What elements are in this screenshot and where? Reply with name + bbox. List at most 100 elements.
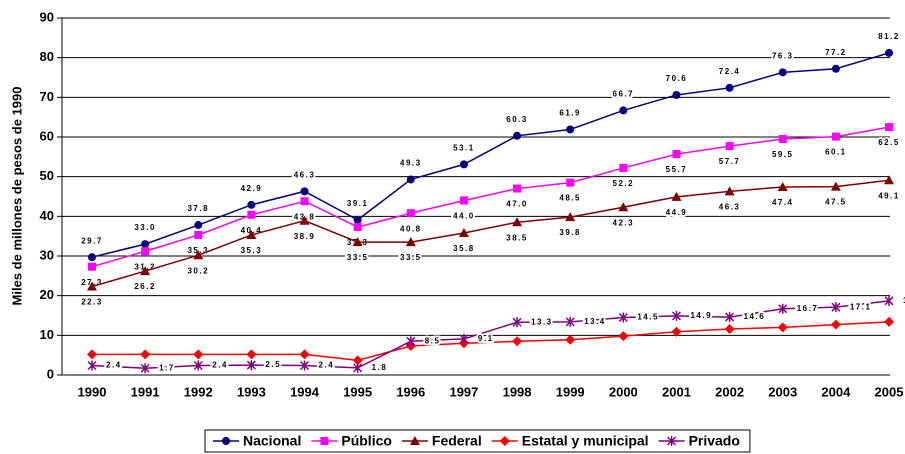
marker [725, 312, 735, 323]
marker [830, 181, 841, 191]
y-axis-label: Miles de millones de pesos de 1990 [9, 87, 24, 306]
marker [246, 229, 257, 239]
marker [87, 281, 97, 291]
marker [725, 83, 734, 92]
x-tick-label: 1993 [237, 384, 266, 399]
marker [300, 360, 310, 371]
data-label: 37.8 [187, 204, 209, 213]
marker [619, 106, 628, 115]
data-label: 70.6 [666, 74, 688, 83]
data-label: 33.5 [400, 253, 422, 262]
marker [140, 266, 151, 276]
marker [884, 316, 894, 327]
data-label: 46.3 [719, 202, 741, 211]
marker [724, 323, 735, 334]
x-tick-label: 1998 [503, 384, 532, 399]
y-tick-label: 70 [40, 89, 54, 104]
data-label: 47.4 [772, 198, 794, 207]
data-label: 49.3 [400, 159, 422, 168]
data-label: 53.1 [453, 143, 475, 152]
marker [884, 175, 894, 185]
marker [409, 436, 420, 445]
x-tick-label: 1999 [556, 384, 585, 399]
data-label: 76.3 [772, 51, 794, 60]
marker [193, 349, 204, 360]
y-tick-label: 30 [40, 247, 54, 262]
legend-label: Nacional [243, 433, 301, 449]
data-label: 33.0 [134, 223, 156, 232]
x-tick-label: 2000 [609, 384, 638, 399]
marker [885, 123, 893, 132]
marker [320, 437, 329, 445]
marker [778, 134, 787, 143]
y-tick-label: 80 [40, 49, 54, 64]
marker [193, 360, 203, 371]
marker [667, 436, 677, 446]
marker [193, 250, 204, 260]
data-label: 14.5 [637, 313, 659, 322]
data-label: 42.9 [241, 184, 263, 193]
x-tick-label: 2001 [662, 384, 691, 399]
data-label: 18.7 [903, 296, 905, 305]
data-label: 13.3 [531, 317, 553, 326]
legend: Nacional Público Federal Estatal y municipa… [204, 429, 751, 453]
data-label: 66.7 [613, 90, 635, 99]
data-label: 47.0 [506, 200, 528, 209]
data-label: 14.9 [690, 311, 712, 320]
data-label: 1.8 [372, 363, 388, 372]
x-tick-label: 1991 [131, 384, 160, 399]
x-tick-label: 2005 [875, 384, 904, 399]
data-label: 13.4 [584, 317, 606, 326]
data-label: 33.5 [347, 253, 369, 262]
data-label: 35.8 [453, 244, 475, 253]
legend-label: Estatal y municipal [522, 433, 649, 449]
series-line [91, 179, 890, 288]
marker [499, 436, 510, 446]
marker [513, 184, 522, 193]
marker [830, 319, 841, 330]
data-label: 77.2 [825, 48, 847, 57]
marker [885, 48, 893, 57]
marker [459, 160, 468, 169]
data-label: 57.7 [719, 157, 741, 166]
series-line [92, 321, 890, 362]
data-label: 40.8 [400, 224, 422, 233]
legend-label: Privado [689, 433, 740, 449]
marker [672, 150, 681, 159]
data-label: 30.2 [187, 266, 209, 275]
data-label: 22.3 [81, 298, 103, 307]
data-label: 16.7 [797, 304, 819, 313]
marker [406, 209, 415, 218]
marker [777, 181, 788, 191]
data-label: 35.3 [241, 246, 263, 255]
x-tick-label: 1995 [343, 384, 372, 399]
marker [246, 349, 257, 360]
data-label: 60.1 [825, 148, 847, 157]
marker [884, 295, 894, 306]
marker [513, 131, 522, 140]
marker [724, 186, 735, 196]
marker [352, 237, 363, 247]
data-label: 2.4 [106, 361, 122, 370]
data-label: 44.9 [666, 208, 688, 217]
marker [512, 317, 522, 328]
data-label: 46.3 [294, 170, 316, 179]
data-label: 38.5 [506, 233, 528, 242]
marker [512, 336, 523, 347]
marker [353, 223, 362, 232]
marker [671, 326, 682, 337]
data-label: 1.7 [159, 363, 175, 372]
marker [140, 363, 150, 374]
data-label: 38.9 [294, 232, 316, 241]
x-tick-label: 2004 [821, 384, 851, 399]
marker [87, 360, 97, 371]
marker [300, 197, 309, 206]
marker [222, 437, 230, 445]
y-tick-label: 10 [40, 327, 54, 342]
series-line [91, 52, 890, 258]
series-line [91, 300, 890, 370]
marker [565, 334, 576, 345]
marker [352, 355, 363, 366]
marker [619, 163, 628, 172]
marker [87, 349, 97, 360]
